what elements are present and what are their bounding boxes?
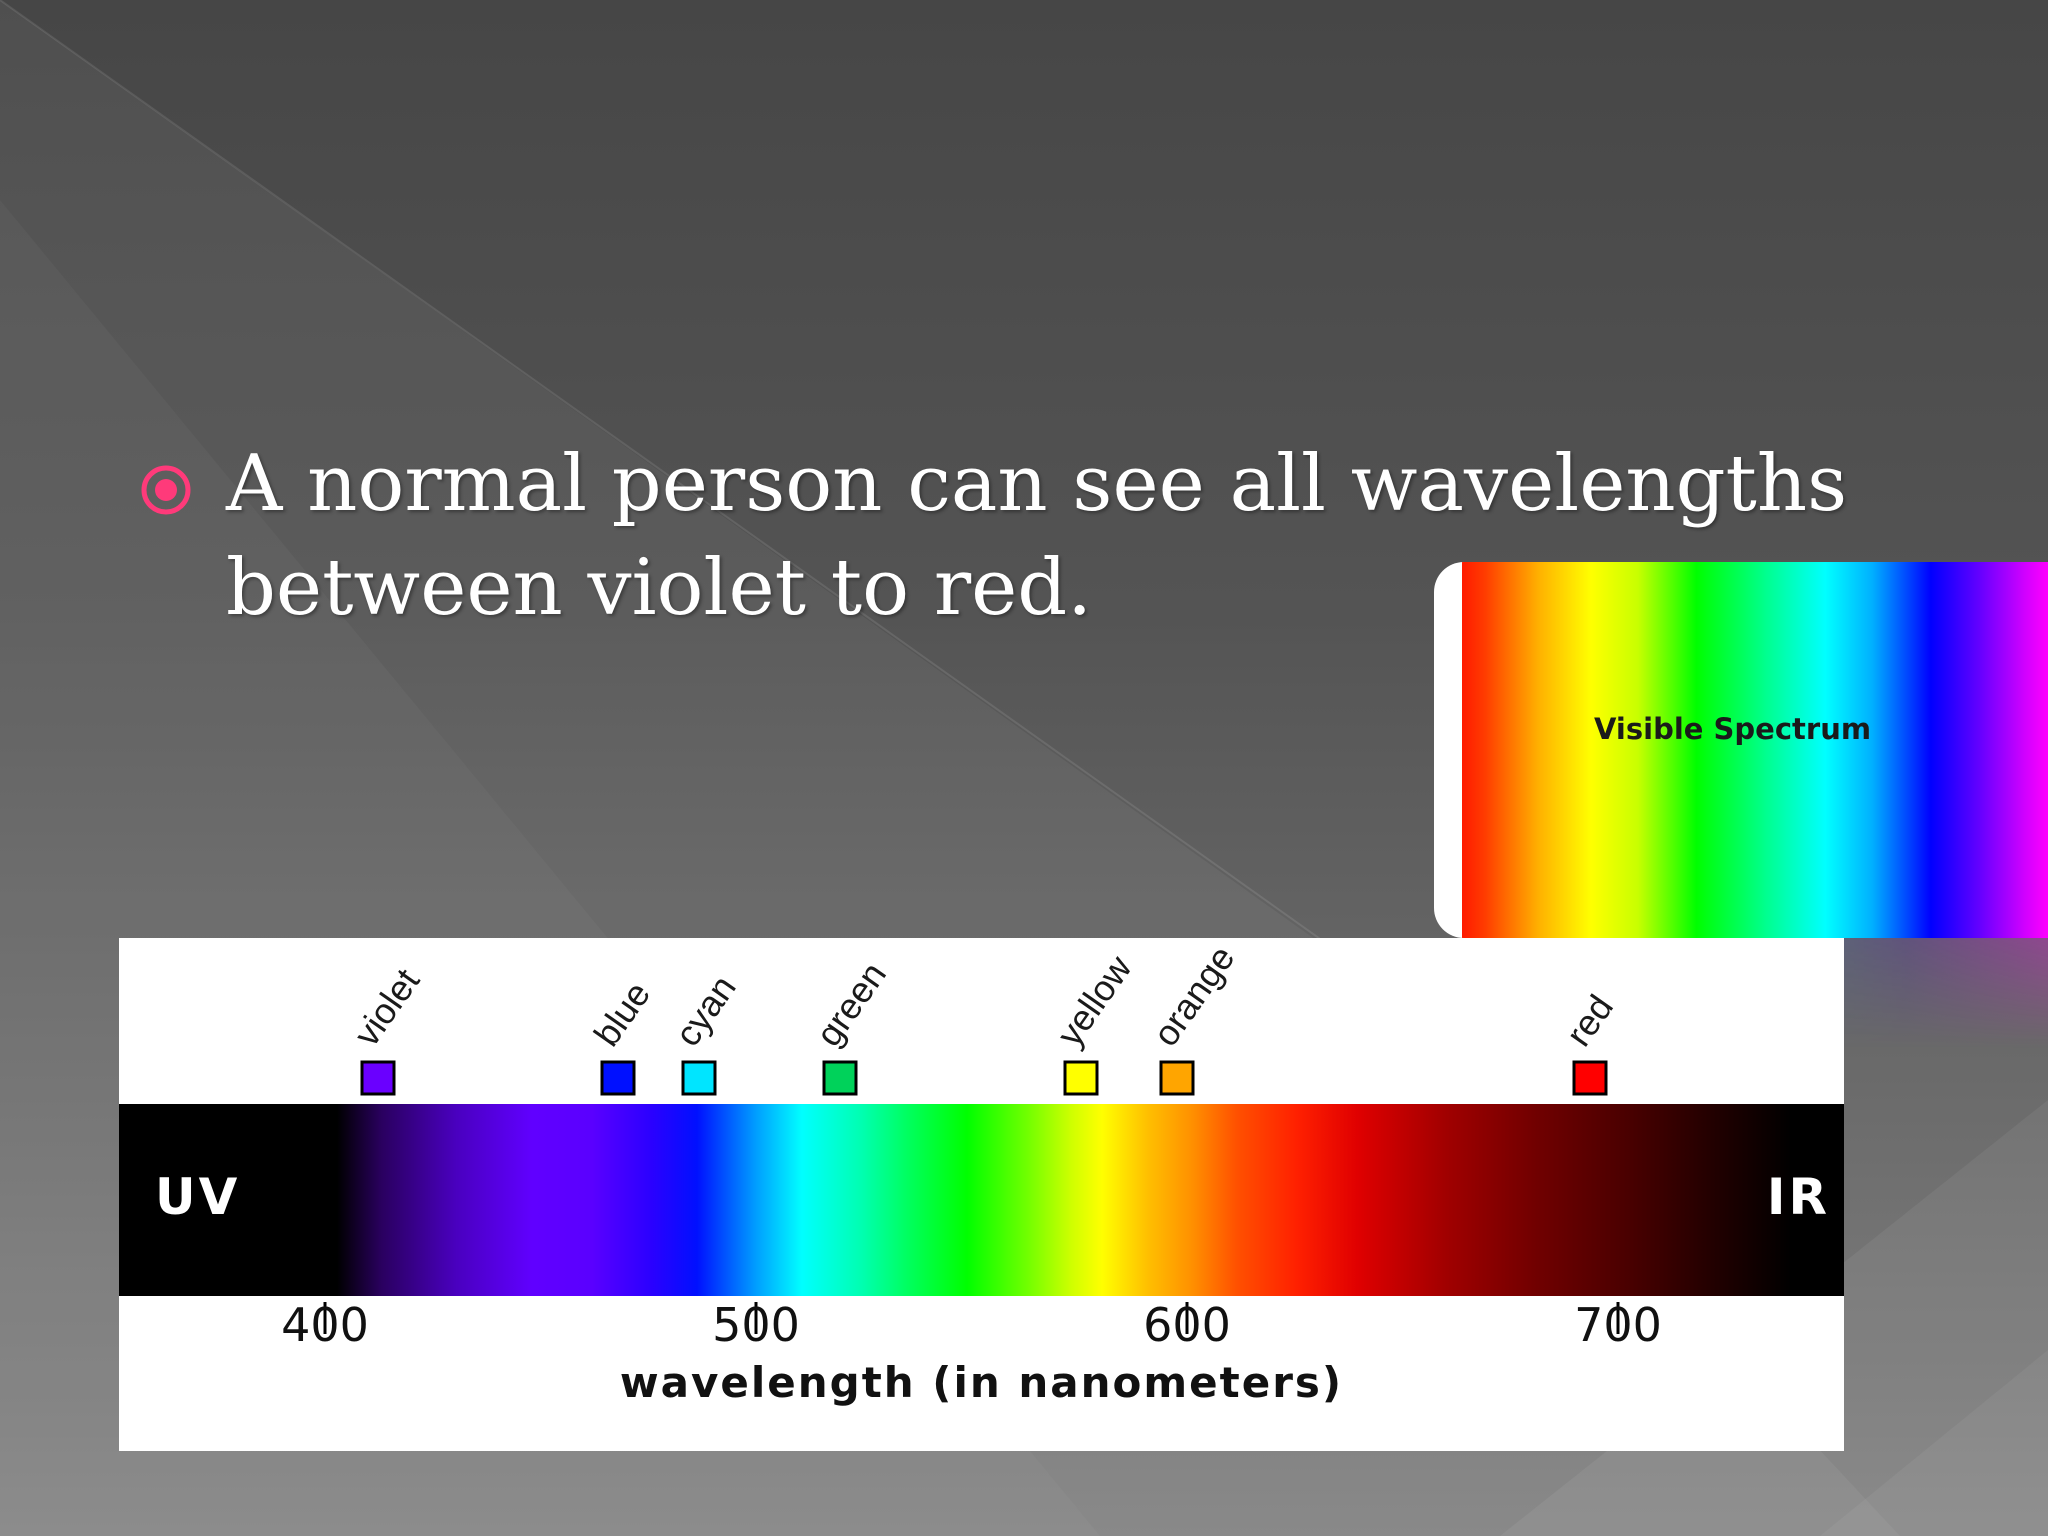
color-marker-red — [1572, 1060, 1608, 1096]
tick-label-700: 700 — [1574, 1298, 1662, 1352]
wavelength-spectrum-chart: UV IR violet blue cyan green yellow orange red… — [119, 938, 1844, 1451]
axis-title: wavelength (in nanometers) — [619, 1358, 1344, 1407]
target-bullet-icon — [141, 465, 191, 515]
color-marker-yellow — [1063, 1060, 1099, 1096]
spectrum-markers — [323, 1060, 1620, 1334]
color-marker-orange — [1159, 1060, 1195, 1096]
bullet-text: A normal person can see all wavelengths … — [226, 439, 1848, 633]
visible-spectrum-image: Visible Spectrum — [1434, 562, 2048, 938]
color-marker-cyan — [681, 1060, 717, 1096]
color-marker-violet — [360, 1060, 396, 1096]
tick-label-500: 500 — [712, 1298, 800, 1352]
tick-label-400: 400 — [281, 1298, 369, 1352]
spectrum-color-gradient — [337, 1104, 1837, 1296]
spectrum-gradient — [1462, 562, 2048, 938]
ir-label: IR — [1766, 1168, 1830, 1226]
uv-label: UV — [155, 1168, 241, 1226]
tick-label-600: 600 — [1143, 1298, 1231, 1352]
spectrum-band: UV IR — [119, 1104, 1844, 1296]
visible-spectrum-label: Visible Spectrum — [1594, 712, 1872, 746]
color-marker-green — [822, 1060, 858, 1096]
color-marker-blue — [600, 1060, 636, 1096]
